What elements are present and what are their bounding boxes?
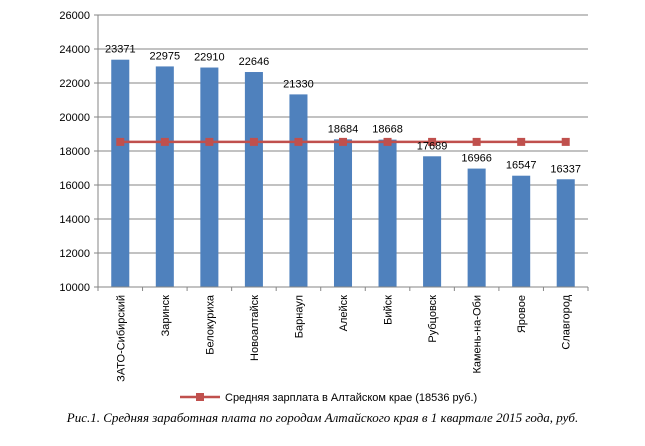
average-line <box>116 137 570 146</box>
bar <box>378 139 397 287</box>
bar <box>155 66 174 287</box>
data-label: 16337 <box>550 163 581 175</box>
average-line-marker <box>339 137 347 146</box>
bar <box>244 72 263 287</box>
average-line-marker <box>205 137 214 146</box>
x-tick-label: Новоалтайск <box>249 295 261 361</box>
axes <box>94 14 589 291</box>
x-tick-label: Алейск <box>338 295 350 332</box>
data-label: 17689 <box>417 140 448 152</box>
y-tick-label: 14000 <box>59 214 90 226</box>
figure-caption: Рис.1. Средняя заработная плата по город… <box>66 410 579 425</box>
legend-label: Средняя зарплата в Алтайском крае (18536… <box>225 392 477 404</box>
y-tick-label: 12000 <box>59 248 90 260</box>
bar <box>289 94 308 287</box>
data-label: 21330 <box>283 78 314 90</box>
x-tick-label: Бийск <box>383 295 395 325</box>
data-label: 18684 <box>328 123 359 135</box>
x-tick-label: Яровое <box>516 295 528 333</box>
bar <box>512 175 531 287</box>
y-tick-label: 24000 <box>59 44 90 56</box>
y-tick-label: 18000 <box>59 146 90 158</box>
data-label: 18668 <box>372 124 403 136</box>
x-tick-label: Барнаул <box>293 295 305 338</box>
bar <box>423 156 442 287</box>
average-line-marker <box>116 137 125 146</box>
average-line-marker <box>561 137 570 146</box>
legend-marker-swatch <box>196 393 204 401</box>
average-line-marker <box>428 137 437 146</box>
average-line-marker <box>294 137 303 146</box>
bar <box>467 168 486 287</box>
average-line-marker <box>160 137 169 146</box>
x-tick-label: Белокуриха <box>204 294 216 355</box>
y-tick-label: 10000 <box>59 282 90 294</box>
data-label: 16547 <box>506 160 537 172</box>
bar <box>111 59 130 288</box>
y-tick-label: 16000 <box>59 180 90 192</box>
x-tick-labels: ЗАТО-Сибирский Заринск Белокуриха Новоалтай… <box>115 294 572 382</box>
data-label: 22975 <box>150 50 181 62</box>
y-tick-label: 22000 <box>59 78 90 90</box>
average-line-marker <box>249 137 258 146</box>
x-tick-label: Камень-на-Оби <box>472 295 484 374</box>
average-line-marker <box>472 137 481 146</box>
bar <box>200 67 219 287</box>
y-tick-labels: 10000 12000 14000 16000 18000 20000 22000 24000… <box>59 10 90 294</box>
legend: Средняя зарплата в Алтайском крае (18536… <box>180 392 477 404</box>
data-label: 23371 <box>105 44 136 56</box>
data-label: 22646 <box>239 56 270 68</box>
y-tick-label: 20000 <box>59 112 90 124</box>
data-labels: 23371 22975 22910 22646 21330 18684 18668 17689… <box>105 44 581 176</box>
x-tick-label: Славгород <box>561 294 573 349</box>
salary-chart: 10000 12000 14000 16000 18000 20000 22000 24000… <box>59 10 589 404</box>
bar <box>333 139 353 287</box>
x-tick-label: Заринск <box>160 295 172 337</box>
bars <box>111 59 575 288</box>
average-line-marker <box>517 137 526 146</box>
average-line-marker <box>383 137 392 146</box>
y-tick-label: 26000 <box>59 10 90 22</box>
data-label: 16966 <box>461 153 492 165</box>
x-tick-label: Рубцовск <box>427 295 439 343</box>
bar <box>556 179 575 287</box>
x-tick-label: ЗАТО-Сибирский <box>115 295 127 382</box>
data-label: 22910 <box>194 52 225 64</box>
